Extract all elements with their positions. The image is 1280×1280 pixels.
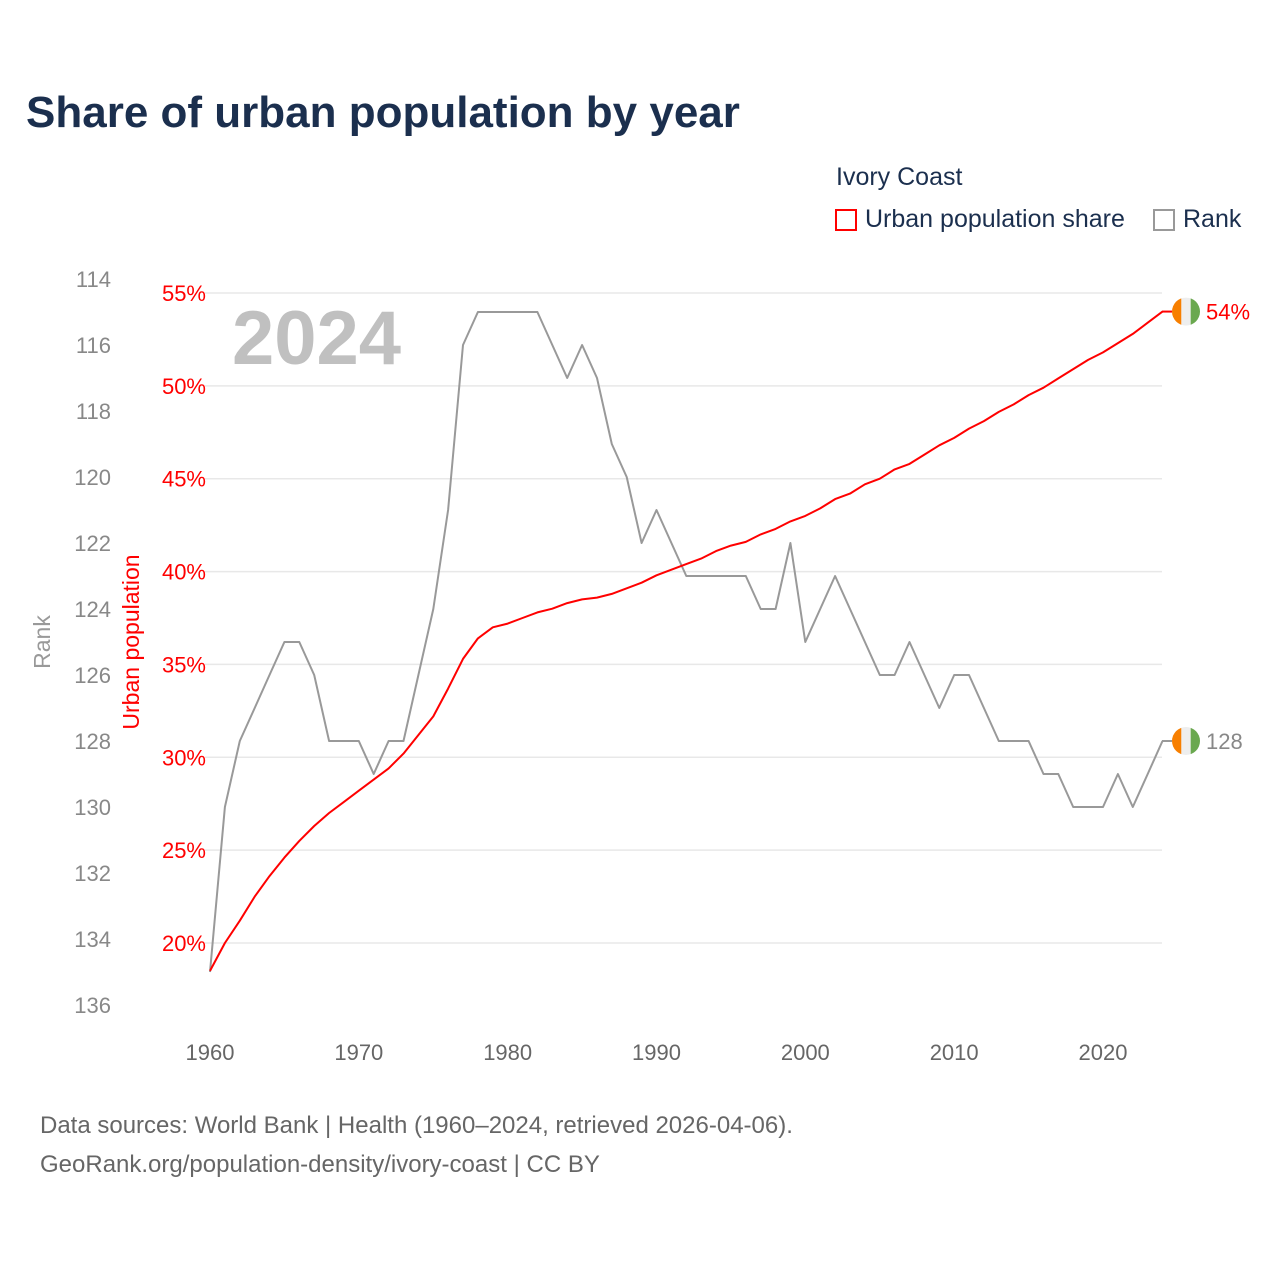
legend-label: Urban population share xyxy=(865,205,1125,233)
legend-label: Rank xyxy=(1183,205,1242,233)
series-line-rank xyxy=(209,311,1164,973)
flag-icon xyxy=(1172,297,1200,326)
footer-link[interactable]: GeoRank.org/population-density/ivory-coa… xyxy=(40,1151,600,1178)
rank-tick-label: 120 xyxy=(74,465,111,490)
rank-tick-label: 122 xyxy=(74,531,111,556)
rank-tick-label: 126 xyxy=(74,663,111,688)
rank-axis-label: Rank xyxy=(29,615,55,669)
x-tick-label: 1980 xyxy=(483,1040,532,1065)
share-tick-label: 25% xyxy=(162,838,206,863)
rank-tick-label: 116 xyxy=(76,333,111,358)
rank-tick-label: 132 xyxy=(74,861,111,886)
share-tick-label: 55% xyxy=(162,281,206,306)
rank-tick-label: 136 xyxy=(74,993,111,1018)
share-tick-label: 30% xyxy=(162,745,206,770)
x-tick-label: 1970 xyxy=(334,1040,383,1065)
flag-icon xyxy=(1172,727,1200,755)
x-tick-label: 2000 xyxy=(781,1040,830,1065)
rank-tick-label: 128 xyxy=(74,729,111,754)
chart-title: Share of urban population by year xyxy=(26,88,740,137)
footer-sources: Data sources: World Bank | Health (1960–… xyxy=(40,1112,793,1139)
rank-tick-label: 124 xyxy=(74,597,111,622)
legend-item-urban-share[interactable]: Urban population share xyxy=(835,205,1125,234)
rank-tick-label: 134 xyxy=(74,927,111,952)
x-tick-label: 2010 xyxy=(930,1040,979,1065)
legend-item-rank[interactable]: Rank xyxy=(1153,205,1241,234)
rank-tick-label: 114 xyxy=(76,267,111,292)
footer: Data sources: World Bank | Health (1960–… xyxy=(40,1106,793,1184)
share-axis-label: Urban population xyxy=(118,554,144,729)
share-tick-label: 20% xyxy=(162,931,206,956)
legend-title: Ivory Coast xyxy=(836,163,963,191)
share-tick-label: 40% xyxy=(162,560,206,585)
share-tick-label: 35% xyxy=(162,652,206,677)
rank-tick-label: 130 xyxy=(74,795,111,820)
share-tick-label: 50% xyxy=(162,374,206,399)
share-tick-label: 45% xyxy=(162,467,206,492)
year-watermark: 2024 xyxy=(232,296,401,381)
share-end-label: 54% xyxy=(1206,300,1250,325)
legend-swatch-rank xyxy=(1153,208,1175,231)
x-tick-label: 1990 xyxy=(632,1040,681,1065)
series-line-urban-population-share xyxy=(209,310,1164,972)
x-tick-label: 1960 xyxy=(186,1040,235,1065)
rank-tick-label: 118 xyxy=(76,399,111,424)
rank-end-label: 128 xyxy=(1206,729,1243,754)
legend-swatch-urban-share xyxy=(835,208,857,231)
x-tick-label: 2020 xyxy=(1079,1040,1128,1065)
